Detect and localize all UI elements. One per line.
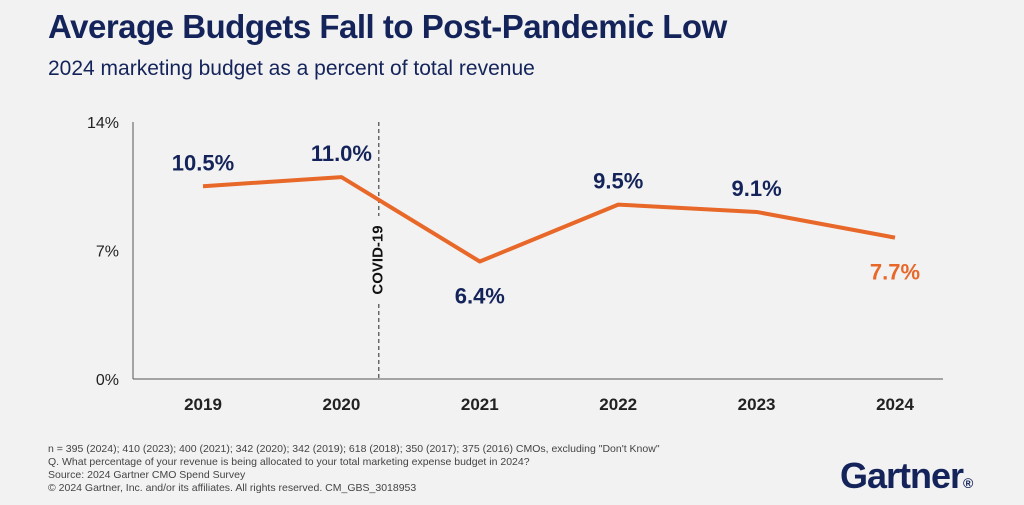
x-tick-label: 2023	[738, 395, 776, 414]
x-tick-label: 2024	[876, 395, 914, 414]
series-line	[203, 177, 895, 261]
footnote-copyright: © 2024 Gartner, Inc. and/or its affiliat…	[48, 482, 660, 495]
y-tick-label: 7%	[96, 244, 119, 261]
data-label: 9.1%	[732, 176, 782, 201]
y-tick-label: 14%	[87, 115, 119, 132]
data-label: 11.0%	[311, 141, 372, 166]
gartner-logo-text: Gartner	[840, 455, 963, 496]
x-tick-label: 2022	[599, 395, 637, 414]
y-tick-label: 0%	[96, 372, 119, 389]
data-label: 7.7%	[870, 260, 920, 285]
covid-annotation-label: COVID-19	[370, 225, 387, 294]
x-tick-label: 2020	[322, 395, 360, 414]
footnote-question: Q. What percentage of your revenue is be…	[48, 456, 660, 469]
x-tick-label: 2021	[461, 395, 499, 414]
gartner-logo-mark: ®	[963, 475, 972, 491]
footnote-sample-size: n = 395 (2024); 410 (2023); 400 (2021); …	[48, 443, 660, 456]
footnotes: n = 395 (2024); 410 (2023); 400 (2021); …	[48, 443, 660, 495]
data-label: 6.4%	[455, 284, 505, 309]
gartner-logo: Gartner®	[840, 455, 972, 497]
line-chart: 0% 7% 14% 2019 2020 2021 2022 2023 2024 COVID-19 1…	[0, 0, 1024, 440]
data-label: 10.5%	[172, 150, 234, 175]
x-tick-label: 2019	[184, 395, 222, 414]
data-label: 9.5%	[593, 169, 643, 194]
footnote-source: Source: 2024 Gartner CMO Spend Survey	[48, 469, 660, 482]
